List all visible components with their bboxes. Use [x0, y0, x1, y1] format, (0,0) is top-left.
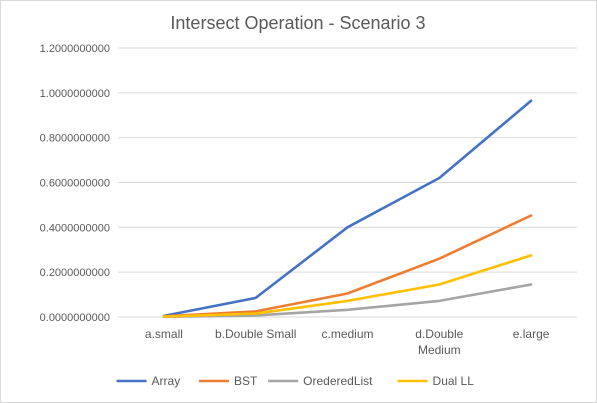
y-tick-label: 0.6000000000 [40, 178, 110, 190]
legend: Array BST OrederedList Dual LL [117, 374, 475, 388]
x-category-label: d.Double Medium [415, 327, 463, 357]
chart-title: Intersect Operation - Scenario 3 [170, 13, 425, 33]
legend-item-dual-ll: Dual LL [398, 374, 475, 388]
series-line-array [164, 101, 531, 316]
y-tick-label: 1.2000000000 [40, 43, 110, 55]
y-tick-label: 1.0000000000 [40, 88, 110, 100]
y-tick-label: 0.2000000000 [40, 267, 110, 279]
x-category-label: e.large [513, 327, 550, 341]
y-tick-label: 0.8000000000 [40, 133, 110, 145]
x-category-label: b.Double Small [215, 327, 296, 341]
x-category-label: a.small [145, 327, 183, 341]
legend-label: Dual LL [433, 374, 475, 388]
y-tick-label: 0.4000000000 [40, 222, 110, 234]
y-tick-label: 0.0000000000 [40, 312, 110, 324]
x-category-label: c.medium [321, 327, 373, 341]
series-line-dual-ll [164, 255, 531, 316]
y-axis-tick-labels: 0.0000000000 0.2000000000 0.4000000000 0.60… [40, 43, 110, 324]
legend-item-array: Array [117, 374, 181, 388]
legend-item-bst: BST [199, 374, 258, 388]
legend-item-orederedlist: OrederedList [268, 374, 373, 388]
legend-label: Array [152, 374, 181, 388]
gridlines [118, 48, 577, 317]
series-lines [164, 101, 531, 317]
legend-label: OrederedList [303, 374, 373, 388]
x-axis-category-labels: a.small b.Double Small c.medium d.Double Med… [145, 327, 550, 357]
legend-label: BST [234, 374, 258, 388]
